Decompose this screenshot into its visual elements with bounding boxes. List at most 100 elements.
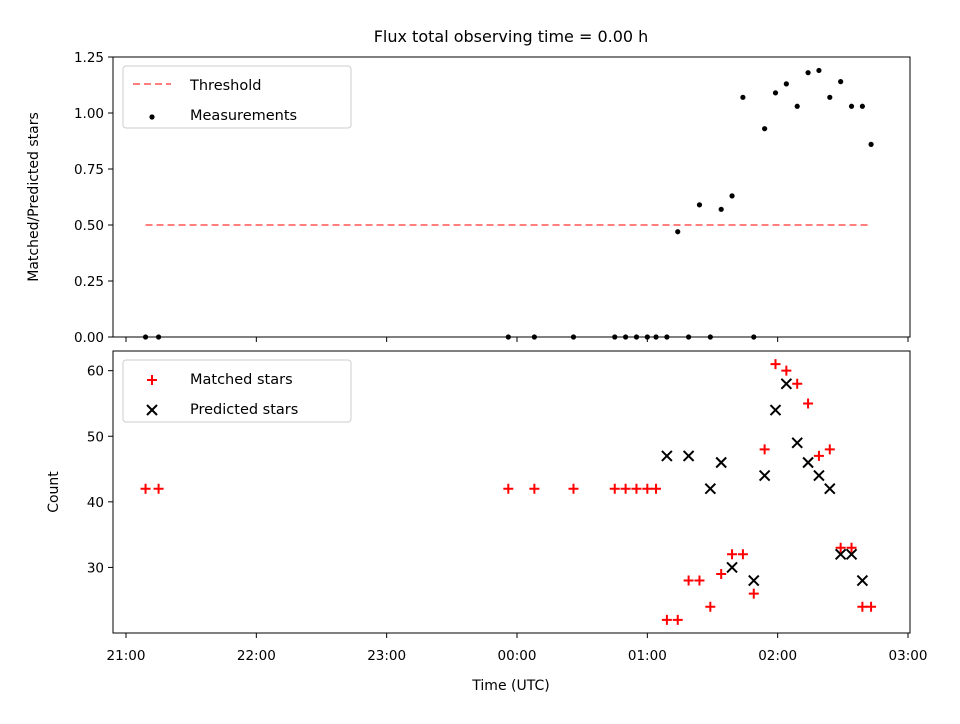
measurement-point [838,79,844,85]
legend-label: Measurements [190,108,297,124]
matched-star-point [835,542,846,553]
legend-matched-swatch [147,375,157,385]
axes-frame-0 [112,56,911,338]
y-tick-label: 0.25 [74,274,104,290]
matched-star-point [620,483,631,494]
y-tick-label: 50 [87,429,104,445]
matched-star-point [866,601,877,612]
predicted-star-point [845,548,858,561]
x-tick-label: 03:00 [889,648,928,664]
matched-star-point [705,601,716,612]
measurement-point [570,334,577,340]
matched-star-point [824,444,835,455]
measurement-point [696,202,703,208]
y-tick-label: 1.25 [74,50,104,66]
measurement-point [531,334,537,340]
measurement-point [633,334,640,340]
predicted-star-point [704,483,717,495]
x-tick-label: 21:00 [107,648,146,664]
predicted-star-point [769,404,782,416]
legend-box-1 [122,359,352,423]
matched-star-point [803,398,814,409]
measurement-point [505,334,511,340]
predicted-star-point [661,450,673,462]
measurement-point [612,334,618,340]
measurement-point [816,67,822,74]
matched-star-point [781,365,792,376]
measurement-point [772,90,779,96]
predicted-star-point [748,574,760,587]
measurement-point [686,334,692,340]
x-tick-label: 23:00 [367,648,406,664]
matched-star-point [609,483,620,494]
measurement-point [155,334,162,340]
y-tick-label: 1.00 [74,106,104,122]
legend-measurements-swatch [149,114,155,120]
predicted-star-point [715,456,727,469]
y-axis-label: Matched/Predicted stars [26,112,42,282]
predicted-star-point [813,469,825,482]
y-tick-label: 30 [87,560,104,576]
matched-star-point [651,483,662,494]
x-axis-label: Time (UTC) [471,678,549,694]
measurement-point [859,103,865,109]
x-tick-label: 22:00 [237,648,276,664]
y-tick-label: 40 [87,495,104,511]
measurement-point [783,81,789,87]
measurement-point [707,334,713,340]
measurement-point [762,126,768,132]
measurement-point [675,229,681,235]
measurement-point [805,70,811,76]
measurement-point [868,141,874,147]
measurement-point [740,94,746,100]
matched-star-point [683,575,694,586]
matched-star-point [631,483,642,494]
legend-predicted-swatch [146,404,158,416]
predicted-star-point [856,574,869,587]
matched-star-point [727,549,738,560]
matched-star-point [792,378,803,389]
matched-star-point [770,359,781,370]
measurement-point [751,334,757,340]
measurement-point [718,206,724,212]
measurement-point [664,334,670,340]
legend-label: Predicted stars [190,402,298,418]
predicted-star-point [758,469,771,482]
x-tick-label: 02:00 [758,648,797,664]
predicted-star-point [802,456,814,469]
matched-star-point [153,483,164,494]
matched-star-point [140,483,151,494]
matched-star-point [748,588,759,599]
matched-star-point [672,614,683,625]
y-tick-label: 60 [87,364,104,380]
measurement-point [794,103,800,109]
predicted-star-point [780,378,793,390]
axes-frame-1 [112,350,911,634]
matched-star-point [568,483,579,494]
x-tick-label: 01:00 [628,648,667,664]
y-tick-label: 0.75 [74,162,104,178]
predicted-star-point [824,483,836,495]
predicted-star-point [682,450,695,462]
matched-star-point [694,575,705,586]
measurement-point [729,193,735,199]
measurement-point [653,334,659,340]
measurement-point [827,94,833,100]
matched-star-point [737,549,748,560]
figure-title: Flux total observing time = 0.00 h [374,27,649,46]
matched-star-point [661,614,672,625]
measurement-point [142,334,149,340]
measurement-point [644,334,650,340]
matched-star-point [813,450,824,461]
matched-star-point [759,444,770,455]
predicted-star-point [726,561,738,574]
predicted-star-point [791,437,803,449]
y-tick-label: 0.50 [74,218,104,234]
matched-star-point [503,483,514,494]
legend-box-0 [122,65,352,129]
matched-star-point [529,483,540,494]
measurement-point [623,334,629,340]
predicted-star-point [834,548,847,561]
